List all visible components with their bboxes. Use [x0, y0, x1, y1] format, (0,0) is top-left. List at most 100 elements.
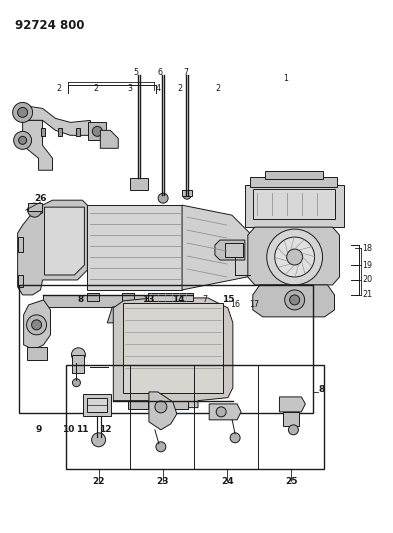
Text: 2: 2 — [56, 84, 61, 93]
Circle shape — [288, 425, 298, 435]
Bar — [148, 293, 193, 301]
Bar — [87, 293, 99, 301]
Text: 5: 5 — [134, 68, 139, 77]
Circle shape — [156, 442, 166, 452]
Circle shape — [155, 401, 167, 413]
Bar — [253, 189, 334, 219]
Polygon shape — [209, 404, 241, 420]
Polygon shape — [18, 200, 87, 295]
Bar — [59, 128, 62, 136]
Text: 92724 800: 92724 800 — [15, 19, 84, 31]
Circle shape — [285, 290, 305, 310]
Circle shape — [28, 203, 42, 217]
Circle shape — [92, 126, 102, 136]
Polygon shape — [24, 300, 51, 350]
Text: 24: 24 — [221, 477, 233, 486]
Text: 7: 7 — [184, 68, 189, 77]
Circle shape — [14, 131, 31, 149]
Circle shape — [286, 249, 303, 265]
Bar — [265, 171, 323, 179]
Polygon shape — [44, 207, 84, 275]
Polygon shape — [253, 285, 334, 317]
Bar — [18, 275, 23, 287]
Bar — [182, 190, 192, 196]
Circle shape — [275, 237, 314, 277]
Text: 7: 7 — [202, 295, 208, 304]
Bar — [122, 293, 134, 301]
Polygon shape — [107, 307, 137, 323]
Text: 3: 3 — [128, 84, 133, 93]
Circle shape — [72, 379, 81, 386]
Bar — [18, 285, 312, 413]
Bar — [76, 128, 81, 136]
Circle shape — [72, 348, 85, 362]
Polygon shape — [100, 131, 118, 148]
Polygon shape — [215, 240, 245, 260]
Circle shape — [18, 108, 28, 117]
Text: 25: 25 — [285, 477, 298, 486]
Circle shape — [27, 315, 46, 335]
Bar — [86, 398, 107, 412]
Circle shape — [92, 433, 106, 447]
Polygon shape — [248, 227, 340, 285]
Bar — [128, 401, 148, 409]
Text: 12: 12 — [99, 425, 112, 434]
Text: 17: 17 — [249, 301, 259, 309]
Text: 10: 10 — [62, 425, 75, 434]
Bar — [87, 205, 182, 290]
Text: 20: 20 — [362, 276, 373, 285]
Bar — [88, 123, 107, 140]
Bar — [250, 177, 338, 187]
Text: 16: 16 — [230, 301, 240, 309]
Text: 14: 14 — [172, 295, 184, 304]
Polygon shape — [149, 392, 177, 430]
Text: 9: 9 — [35, 425, 42, 434]
Polygon shape — [113, 298, 233, 408]
Polygon shape — [27, 347, 46, 360]
Text: 21: 21 — [362, 290, 373, 300]
Circle shape — [230, 433, 240, 443]
Bar — [83, 394, 110, 416]
Polygon shape — [279, 397, 305, 412]
Text: 13: 13 — [142, 295, 154, 304]
Circle shape — [147, 312, 157, 322]
Bar — [245, 185, 345, 227]
Text: 19: 19 — [362, 261, 373, 270]
Bar — [28, 203, 42, 211]
Bar — [66, 365, 323, 470]
Circle shape — [18, 136, 27, 144]
Text: 11: 11 — [76, 425, 89, 434]
Text: 1: 1 — [283, 74, 288, 83]
Circle shape — [216, 407, 226, 417]
Bar — [283, 412, 299, 426]
Text: 8: 8 — [318, 385, 325, 394]
Bar — [123, 303, 223, 393]
Text: 22: 22 — [92, 477, 105, 486]
Text: 2: 2 — [215, 84, 220, 93]
Text: 2: 2 — [178, 84, 183, 93]
Text: 18: 18 — [362, 244, 373, 253]
Polygon shape — [42, 295, 192, 307]
Text: 4: 4 — [156, 84, 161, 93]
Bar — [225, 243, 243, 257]
Bar — [18, 237, 23, 252]
Polygon shape — [23, 106, 90, 135]
Circle shape — [173, 309, 181, 317]
Bar — [130, 178, 148, 190]
Bar — [72, 355, 84, 373]
Circle shape — [290, 295, 299, 305]
Text: 23: 23 — [157, 477, 169, 486]
Text: 2: 2 — [94, 84, 99, 93]
Circle shape — [158, 193, 168, 203]
Polygon shape — [182, 205, 257, 290]
Text: 15: 15 — [222, 295, 234, 304]
Text: 26: 26 — [34, 193, 47, 203]
Circle shape — [13, 102, 33, 123]
Bar — [40, 128, 44, 136]
Circle shape — [267, 229, 323, 285]
Polygon shape — [23, 120, 53, 170]
Circle shape — [183, 191, 191, 199]
Text: 8: 8 — [77, 295, 84, 304]
Bar — [168, 401, 188, 409]
Circle shape — [31, 320, 42, 330]
